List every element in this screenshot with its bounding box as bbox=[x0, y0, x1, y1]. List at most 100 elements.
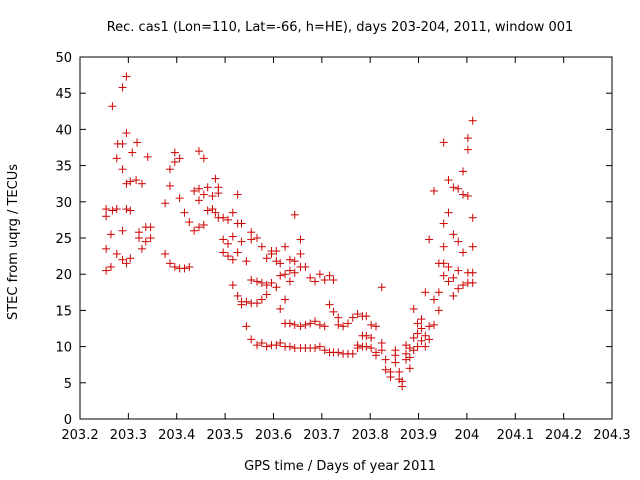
data-point bbox=[367, 333, 376, 342]
data-point bbox=[320, 346, 329, 355]
data-point bbox=[199, 190, 208, 199]
data-point bbox=[413, 342, 422, 351]
data-point bbox=[348, 313, 357, 322]
data-point bbox=[454, 266, 463, 275]
data-point bbox=[377, 346, 386, 355]
data-point bbox=[444, 262, 453, 271]
data-point bbox=[126, 206, 135, 215]
data-point bbox=[409, 304, 418, 313]
data-point bbox=[290, 257, 299, 266]
data-point bbox=[311, 317, 320, 326]
data-point bbox=[339, 322, 348, 331]
data-point bbox=[161, 199, 170, 208]
data-point bbox=[353, 310, 362, 319]
data-point bbox=[233, 190, 242, 199]
x-tick-label: 203.7 bbox=[303, 428, 340, 443]
data-point bbox=[315, 342, 324, 351]
data-point bbox=[285, 319, 294, 328]
x-axis-label: GPS time / Days of year 2011 bbox=[244, 459, 436, 474]
data-point bbox=[223, 252, 232, 261]
data-point bbox=[362, 342, 371, 351]
data-point bbox=[301, 320, 310, 329]
data-point bbox=[425, 322, 434, 331]
data-point bbox=[199, 154, 208, 163]
data-point bbox=[175, 194, 184, 203]
data-point bbox=[377, 338, 386, 347]
x-tick-label: 203.8 bbox=[352, 428, 389, 443]
data-point bbox=[421, 288, 430, 297]
data-point bbox=[320, 322, 329, 331]
data-point bbox=[143, 152, 152, 161]
data-point bbox=[228, 232, 237, 241]
y-axis-label: STEC from uqrg / TECUs bbox=[6, 164, 21, 320]
data-point bbox=[170, 157, 179, 166]
data-point bbox=[247, 235, 256, 244]
data-point bbox=[228, 281, 237, 290]
y-tick-label: 50 bbox=[55, 51, 72, 66]
y-tick-label: 0 bbox=[64, 413, 72, 428]
data-point bbox=[185, 262, 194, 271]
data-point bbox=[211, 174, 220, 183]
data-point bbox=[454, 237, 463, 246]
data-point bbox=[175, 154, 184, 163]
data-point bbox=[257, 338, 266, 347]
data-point bbox=[285, 266, 294, 275]
data-point bbox=[439, 259, 448, 268]
data-point bbox=[391, 358, 400, 367]
data-point bbox=[237, 219, 246, 228]
data-point bbox=[421, 342, 430, 351]
data-point bbox=[463, 192, 472, 201]
data-point bbox=[381, 365, 390, 374]
data-point bbox=[296, 235, 305, 244]
data-point bbox=[296, 249, 305, 258]
data-point bbox=[247, 335, 256, 344]
y-tick-label: 40 bbox=[55, 123, 72, 138]
data-point bbox=[281, 295, 290, 304]
data-point bbox=[146, 223, 155, 232]
data-point bbox=[386, 373, 395, 382]
data-point bbox=[463, 134, 472, 143]
data-point bbox=[106, 230, 115, 239]
data-point bbox=[253, 299, 262, 308]
data-point bbox=[285, 342, 294, 351]
data-point bbox=[367, 320, 376, 329]
data-point bbox=[425, 335, 434, 344]
data-point bbox=[128, 148, 137, 157]
chart-title: Rec. cas1 (Lon=110, Lat=-66, h=HE), days… bbox=[107, 20, 574, 35]
y-tick-label: 30 bbox=[55, 196, 72, 211]
data-point bbox=[315, 270, 324, 279]
data-point bbox=[242, 322, 251, 331]
data-point bbox=[219, 213, 228, 222]
data-point bbox=[272, 283, 281, 292]
y-tick-label: 5 bbox=[64, 377, 72, 392]
x-tick-label: 203.3 bbox=[110, 428, 147, 443]
data-point bbox=[233, 291, 242, 300]
data-point bbox=[439, 138, 448, 147]
data-point bbox=[253, 341, 262, 350]
data-point bbox=[371, 322, 380, 331]
data-point bbox=[194, 147, 203, 156]
data-point bbox=[449, 230, 458, 239]
data-point bbox=[194, 184, 203, 193]
data-point bbox=[463, 145, 472, 154]
data-point bbox=[118, 255, 127, 264]
data-point bbox=[459, 248, 468, 257]
data-point bbox=[122, 72, 131, 81]
data-point bbox=[430, 186, 439, 195]
data-point bbox=[122, 129, 131, 138]
data-point bbox=[242, 297, 251, 306]
data-point bbox=[118, 226, 127, 235]
data-point bbox=[161, 249, 170, 258]
data-point bbox=[449, 273, 458, 282]
data-point bbox=[296, 322, 305, 331]
data-point bbox=[439, 242, 448, 251]
data-point bbox=[391, 351, 400, 360]
data-point bbox=[306, 273, 315, 282]
data-point bbox=[112, 154, 121, 163]
data-point bbox=[444, 208, 453, 217]
data-point bbox=[439, 219, 448, 228]
data-point bbox=[262, 290, 271, 299]
data-point bbox=[377, 283, 386, 292]
data-point bbox=[430, 295, 439, 304]
data-point bbox=[247, 228, 256, 237]
